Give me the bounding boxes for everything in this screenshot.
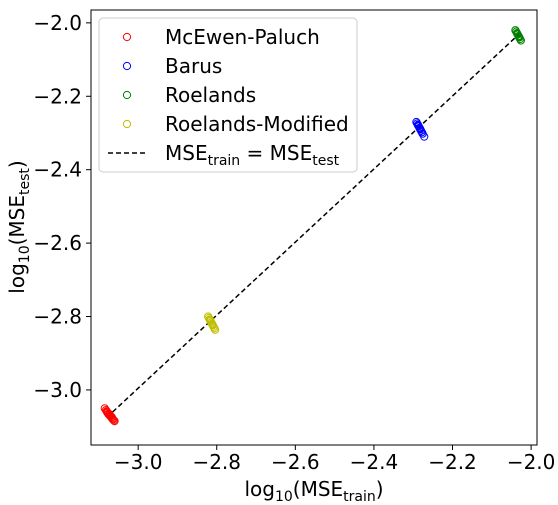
x-tick-label: −2.4	[350, 450, 399, 474]
series-roelands	[511, 26, 525, 45]
legend-marker-roelands-modified	[122, 119, 132, 129]
x-axis-label-close: )	[376, 477, 384, 501]
series-mcewen-paluch	[100, 404, 119, 426]
legend-ref-prefix: MSE	[165, 141, 208, 165]
data-point-roelands-modified	[208, 320, 217, 329]
legend: McEwen-Paluch Barus Roelands Roelands-Mo…	[98, 17, 358, 173]
x-tick-label: −2.6	[271, 450, 320, 474]
y-tick-label: −2.4	[33, 158, 82, 182]
legend-label-mcewen-paluch: McEwen-Paluch	[165, 25, 320, 49]
legend-ref-sub2: test	[312, 153, 339, 169]
x-axis-label-sub: 10	[275, 489, 293, 505]
y-axis-label-open: (MSE	[5, 195, 29, 245]
y-tick-label: −2.2	[33, 84, 82, 108]
legend-label-reference-line: MSEtrain = MSEtest	[165, 141, 340, 169]
y-axis-label: log10(MSEtest)	[5, 160, 33, 293]
y-axis-label-sub2: test	[17, 168, 33, 195]
y-tick-label: −3.0	[33, 378, 82, 402]
points-layer	[100, 26, 525, 426]
x-axis-label-prefix: log	[244, 477, 275, 501]
y-axis-label-prefix: log	[5, 263, 29, 294]
x-tick-label: −2.2	[428, 450, 477, 474]
data-point-roelands	[514, 32, 524, 41]
legend-box	[98, 17, 358, 173]
y-axis: −3.0 −2.8 −2.6 −2.4 −2.2 −2.0	[33, 11, 91, 402]
legend-label-roelands-modified: Roelands-Modified	[165, 112, 349, 136]
plot-frame	[90, 9, 538, 446]
plot-area	[90, 9, 538, 446]
y-tick-label: −2.6	[33, 231, 82, 255]
x-axis-label-open: (MSE	[293, 477, 343, 501]
data-point-barus	[415, 124, 425, 133]
y-axis-label-close: )	[5, 160, 29, 168]
x-tick-label: −3.0	[114, 450, 163, 474]
y-tick-label: −2.8	[33, 305, 82, 329]
reference-line-layer	[106, 33, 520, 419]
legend-label-barus: Barus	[165, 54, 222, 78]
data-point-mcewen-paluch	[105, 410, 114, 419]
x-tick-label: −2.0	[507, 450, 556, 474]
x-axis: −3.0 −2.8 −2.6 −2.4 −2.2 −2.0	[114, 445, 556, 474]
data-point-barus	[420, 132, 429, 141]
series-roelands-modified	[203, 312, 220, 334]
legend-ref-sub: train	[208, 153, 241, 169]
legend-marker-barus	[122, 61, 132, 71]
data-point-mcewen-paluch	[103, 407, 112, 417]
legend-marker-mcewen-paluch	[122, 32, 132, 42]
data-point-roelands	[516, 34, 525, 44]
data-point-roelands-modified	[211, 325, 220, 334]
x-axis-label: log10(MSEtrain)	[244, 477, 383, 505]
data-point-mcewen-paluch	[107, 413, 116, 422]
x-tick-label: −2.8	[192, 450, 241, 474]
y-axis-label-sub: 10	[17, 245, 33, 263]
series-barus	[412, 117, 429, 141]
reference-line	[106, 33, 520, 419]
data-point-roelands-modified	[205, 316, 215, 325]
legend-label-roelands: Roelands	[165, 83, 256, 107]
data-point-mcewen-paluch	[110, 417, 119, 426]
legend-ref-mid: = MSE	[240, 141, 312, 165]
legend-marker-roelands	[122, 90, 132, 100]
y-tick-label: −2.0	[33, 11, 82, 35]
x-axis-label-sub2: train	[343, 489, 376, 505]
